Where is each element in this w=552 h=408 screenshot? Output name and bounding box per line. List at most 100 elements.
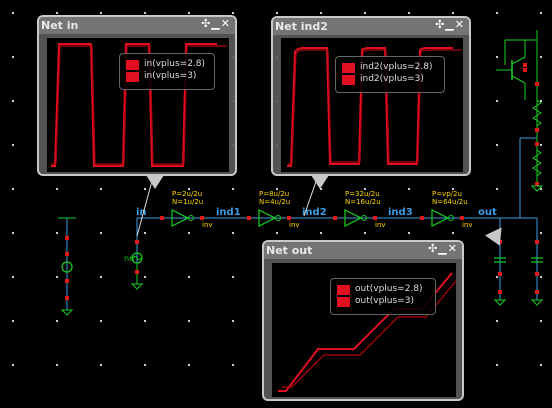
grid-dot <box>12 144 14 146</box>
pin <box>160 216 164 220</box>
grid-dot <box>496 12 498 14</box>
inverter-p-size: P=vp/2u <box>432 190 462 198</box>
legend-item: out(vplus=2.8) <box>355 284 423 294</box>
inverter-cell-name: inv <box>462 221 473 229</box>
inverter-cell-name: inv <box>202 221 213 229</box>
grid-dot <box>100 276 102 278</box>
inverter[interactable]: P=8u/2uN=4u/2u inv <box>247 190 300 229</box>
grid-dot <box>188 232 190 234</box>
grid-dot <box>188 364 190 366</box>
pin <box>373 216 377 220</box>
grid-dot <box>540 100 542 102</box>
popup-title: Net ind2 <box>275 20 328 33</box>
grid-dot <box>100 364 102 366</box>
grid-dot <box>12 12 14 14</box>
pin <box>460 216 464 220</box>
popup-controls-icon[interactable]: ✣▁✕ <box>435 18 465 31</box>
popup-pointer <box>146 175 164 189</box>
grid-dot <box>232 320 234 322</box>
popup-controls-icon[interactable]: ✣▁✕ <box>428 242 458 255</box>
grid-dot <box>188 276 190 278</box>
inverter[interactable]: P=vp/2uN=64u/2u inv <box>420 190 473 229</box>
output-load[interactable] <box>493 30 544 306</box>
grid-dot <box>496 100 498 102</box>
grid-dot <box>496 188 498 190</box>
popup-title: Net in <box>41 19 79 32</box>
grid-dot <box>232 188 234 190</box>
supply-source[interactable] <box>58 217 76 316</box>
popup-controls-icon[interactable]: ✣▁✕ <box>201 17 231 30</box>
grid-dot <box>408 12 410 14</box>
popup-net-in[interactable]: Net in ✣▁✕ in(vplus=2.8) in(vplus=3) <box>37 15 237 176</box>
grid-dot <box>12 56 14 58</box>
grid-dot <box>540 320 542 322</box>
grid-dot <box>540 276 542 278</box>
inverter[interactable]: P=2u/2uN=1u/2u inv <box>160 190 213 229</box>
inverter-n-size: N=4u/2u <box>259 198 290 206</box>
legend-item: in(vplus=3) <box>144 71 197 81</box>
grid-dot <box>232 276 234 278</box>
grid-dot <box>56 232 58 234</box>
net-label-ind1[interactable]: ind1 <box>216 207 241 218</box>
net-label-ind2[interactable]: ind2 <box>302 207 327 218</box>
inverter-n-size: N=16u/2u <box>345 198 381 206</box>
pin <box>333 216 337 220</box>
pin <box>247 216 251 220</box>
grid-dot <box>320 12 322 14</box>
inverter-p-size: P=8u/2u <box>259 190 289 198</box>
grid-dot <box>276 232 278 234</box>
popup-net-ind2[interactable]: Net ind2 ✣▁✕ ind2(vplus=2.8) ind2(vplus=… <box>271 16 471 176</box>
grid-dot <box>540 56 542 58</box>
grid-dot <box>12 232 14 234</box>
legend: in(vplus=2.8) in(vplus=3) <box>119 53 215 90</box>
grid-dot <box>496 232 498 234</box>
grid-dot <box>320 232 322 234</box>
grid-dot <box>188 188 190 190</box>
grid-dot <box>12 100 14 102</box>
popup-net-out[interactable]: Net out ✣▁✕ out(vplus=2.8) out(vplus=3) <box>262 240 464 401</box>
grid-dot <box>320 188 322 190</box>
source-label: nn <box>124 254 134 263</box>
grid-dot <box>12 276 14 278</box>
pin <box>200 216 204 220</box>
grid-dot <box>100 232 102 234</box>
grid-dot <box>276 12 278 14</box>
popup-title: Net out <box>266 244 313 257</box>
inverter-p-size: P=32u/2u <box>345 190 380 198</box>
grid-dot <box>56 276 58 278</box>
grid-dot <box>496 364 498 366</box>
grid-dot <box>12 364 14 366</box>
grid-dot <box>144 12 146 14</box>
inverter-chain: P=2u/2uN=1u/2uinvP=8u/2uN=4u/2uinvP=32u/… <box>160 190 473 229</box>
grid-dot <box>364 188 366 190</box>
inverter-n-size: N=1u/2u <box>172 198 203 206</box>
grid-dot <box>276 188 278 190</box>
inverter-cell-name: inv <box>289 221 300 229</box>
grid-dot <box>144 188 146 190</box>
grid-dot <box>144 276 146 278</box>
popup-titlebar[interactable]: Net out ✣▁✕ <box>264 242 462 259</box>
grid-dot <box>144 364 146 366</box>
grid-dot <box>56 364 58 366</box>
popup-titlebar[interactable]: Net in ✣▁✕ <box>39 17 235 34</box>
grid-dot <box>540 144 542 146</box>
grid-dot <box>364 12 366 14</box>
popup-titlebar[interactable]: Net ind2 ✣▁✕ <box>273 18 469 35</box>
grid-dot <box>540 188 542 190</box>
net-label-ind3[interactable]: ind3 <box>388 207 413 218</box>
grid-dot <box>144 320 146 322</box>
inverter-cell-name: inv <box>375 221 386 229</box>
net-label-in[interactable]: in <box>136 207 147 218</box>
grid-dot <box>540 12 542 14</box>
net-label-out[interactable]: out <box>478 207 497 218</box>
waveform-traces <box>51 43 227 167</box>
grid-dot <box>232 232 234 234</box>
inverter-n-size: N=64u/2u <box>432 198 468 206</box>
grid-dot <box>232 364 234 366</box>
grid-dot <box>540 364 542 366</box>
grid-dot <box>12 320 14 322</box>
grid-dot <box>188 320 190 322</box>
inverter[interactable]: P=32u/2uN=16u/2u inv <box>333 190 386 229</box>
input-source[interactable]: nn <box>124 218 144 290</box>
waveform-traces <box>287 47 461 167</box>
